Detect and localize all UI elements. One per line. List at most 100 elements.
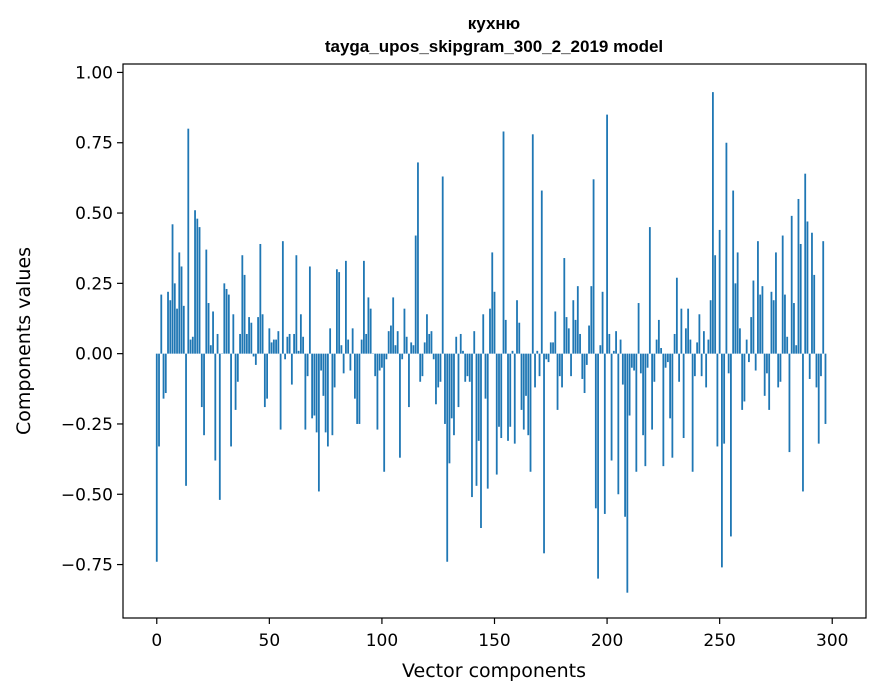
bar-58	[286, 336, 289, 354]
bar-163	[522, 353, 525, 430]
bar-184	[570, 353, 572, 377]
bar-82	[340, 345, 343, 354]
bar-35	[234, 353, 237, 410]
bar-175	[549, 342, 552, 354]
bar-252	[723, 353, 726, 444]
bar-24	[209, 345, 212, 354]
bar-79	[333, 353, 336, 388]
bar-275	[775, 252, 777, 354]
bar-34	[232, 314, 235, 354]
y-tick-label: −0.75	[61, 556, 113, 576]
bar-246	[709, 300, 712, 354]
bar-238	[691, 353, 694, 472]
bar-282	[790, 215, 793, 354]
bar-31	[225, 288, 228, 354]
bar-144	[480, 353, 482, 529]
bar-149	[491, 252, 494, 354]
bar-113	[410, 342, 413, 354]
bar-270	[763, 353, 766, 396]
bar-123	[432, 353, 435, 360]
bar-166	[529, 353, 532, 472]
bar-263	[748, 353, 750, 363]
bar-227	[666, 353, 669, 363]
bar-118	[421, 353, 424, 377]
bar-180	[561, 353, 563, 388]
bar-18	[196, 218, 199, 354]
bar-115	[414, 235, 417, 354]
bar-81	[338, 272, 341, 354]
x-tick-label: 250	[703, 631, 735, 651]
bar-200	[606, 114, 608, 354]
bar-20	[200, 353, 203, 408]
bar-215	[639, 353, 642, 374]
bar-74	[322, 353, 325, 396]
bar-279	[784, 294, 786, 354]
bar-21	[203, 353, 205, 436]
bar-77	[329, 328, 332, 354]
bar-3	[162, 353, 165, 399]
bar-267	[757, 241, 759, 354]
bar-217	[644, 353, 647, 467]
bar-189	[581, 353, 584, 379]
bar-287	[802, 353, 804, 492]
bar-41	[248, 317, 250, 354]
bar-190	[583, 353, 586, 394]
bar-33	[230, 353, 232, 447]
bar-284	[795, 345, 798, 354]
bar-142	[475, 353, 478, 486]
bar-124	[435, 353, 437, 405]
bar-240	[696, 342, 699, 354]
bar-276	[777, 353, 780, 388]
bar-195	[594, 353, 597, 509]
bar-84	[345, 260, 347, 354]
bar-47	[261, 314, 264, 354]
bar-55	[279, 353, 282, 430]
bar-221	[653, 353, 656, 382]
bar-51	[270, 342, 273, 354]
bar-239	[693, 353, 696, 377]
bar-229	[671, 353, 674, 458]
bar-153	[500, 353, 503, 439]
bar-52	[272, 339, 275, 354]
bar-220	[651, 353, 654, 430]
bar-266	[754, 353, 757, 371]
y-tick-label: 1.00	[75, 63, 113, 83]
bar-155	[504, 319, 507, 354]
bar-78	[331, 353, 334, 436]
bar-94	[367, 297, 370, 354]
bar-108	[399, 353, 401, 458]
bar-281	[788, 353, 791, 453]
bar-134	[457, 353, 460, 408]
bar-72	[317, 353, 320, 492]
bar-150	[493, 291, 496, 354]
bar-147	[486, 353, 489, 489]
bar-119	[423, 342, 426, 354]
bar-116	[417, 162, 419, 354]
bar-89	[356, 353, 359, 424]
bar-12	[182, 305, 185, 354]
bar-95	[369, 308, 372, 354]
bar-17	[194, 210, 196, 354]
bar-212	[633, 353, 635, 371]
bar-258	[736, 252, 739, 354]
bar-65	[302, 336, 305, 354]
bar-19	[198, 227, 201, 354]
bar-233	[680, 308, 683, 354]
bar-7	[171, 224, 174, 354]
bar-145	[482, 314, 485, 354]
bar-255	[730, 353, 732, 537]
bar-130	[448, 353, 451, 464]
bar-68	[308, 266, 311, 354]
bar-103	[387, 331, 390, 354]
bar-11	[180, 266, 183, 354]
bar-101	[383, 353, 386, 472]
bar-97	[374, 353, 377, 377]
bar-286	[799, 243, 802, 354]
bar-69	[311, 353, 314, 419]
bar-90	[358, 353, 361, 424]
bar-10	[178, 252, 181, 354]
bar-127	[441, 176, 444, 354]
bar-26	[214, 353, 217, 461]
bar-196	[597, 353, 599, 579]
bar-177	[554, 311, 557, 354]
